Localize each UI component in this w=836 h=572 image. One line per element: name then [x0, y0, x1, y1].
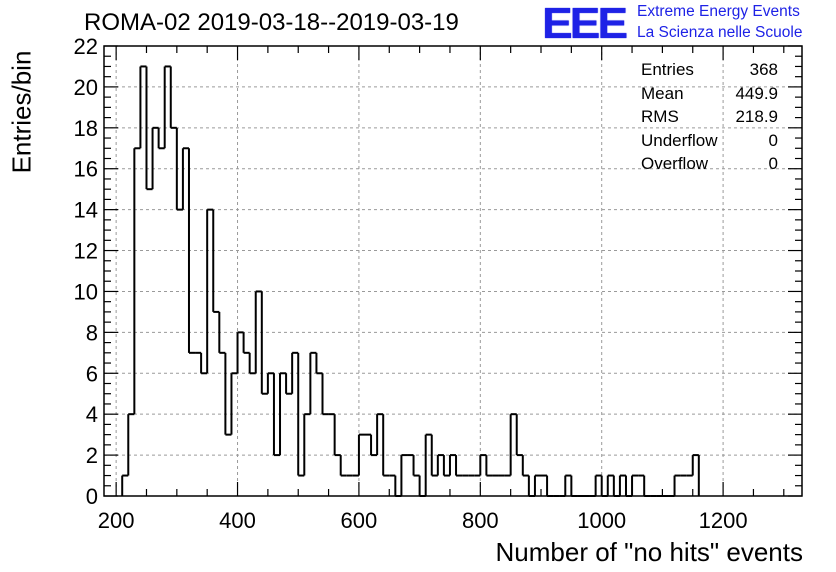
logo-text-line2: La Scienza nelle Scuole: [637, 24, 803, 41]
eee-logo: EEE: [542, 0, 628, 48]
stat-value: 0: [768, 154, 778, 174]
stat-value: 368: [749, 60, 778, 79]
chart-title: ROMA-02 2019-03-18--2019-03-19: [84, 9, 459, 36]
y-tick-label: 4: [86, 402, 98, 427]
y-tick-label: 16: [74, 157, 98, 182]
stat-mean: Mean 449.9: [641, 82, 778, 106]
y-tick-label: 2: [86, 443, 98, 468]
x-tick-label: 800: [462, 508, 499, 533]
y-tick-labels: 0 2 4 6 8 10 12 14 16 18 20 22: [74, 34, 98, 509]
y-tick-label: 20: [74, 75, 98, 100]
x-tick-label: 400: [219, 508, 256, 533]
stat-value: 0: [768, 130, 778, 150]
stat-entries: Entries 368: [641, 58, 778, 82]
stat-overflow: Overflow 0: [641, 152, 778, 176]
histogram-series: [121, 65, 700, 497]
x-tick-label: 1000: [577, 508, 626, 533]
y-tick-label: 8: [86, 320, 98, 345]
stat-label: Entries: [641, 60, 694, 79]
stat-underflow: Underflow 0: [641, 129, 778, 153]
stat-label: Underflow: [641, 130, 718, 150]
stat-value: 449.9: [735, 83, 778, 103]
x-tick-label: 1200: [699, 508, 748, 533]
logo-text-line1: Extreme Energy Events: [637, 3, 800, 20]
stat-value: 218.9: [735, 107, 778, 127]
stats-box: Entries 368 Mean 449.9 RMS 218.9 Underfl…: [641, 58, 778, 176]
x-tick-label: 600: [341, 508, 378, 533]
x-tick-labels: 200 400 600 800 1000 1200: [98, 508, 748, 533]
y-axis-label: Entries/bin: [6, 50, 37, 174]
y-tick-label: 10: [74, 279, 98, 304]
y-tick-label: 18: [74, 116, 98, 141]
y-tick-label: 6: [86, 361, 98, 386]
grid-lines: [104, 46, 802, 496]
stat-label: Mean: [641, 83, 684, 103]
y-tick-label: 14: [74, 198, 98, 223]
y-tick-label: 12: [74, 239, 98, 264]
axes: [103, 45, 803, 497]
y-tick-label: 0: [86, 484, 98, 509]
stat-rms: RMS 218.9: [641, 105, 778, 129]
stat-label: Overflow: [641, 154, 709, 174]
x-axis-label: Number of "no hits" events: [495, 537, 804, 567]
y-tick-label: 22: [74, 34, 98, 59]
x-tick-label: 200: [98, 508, 135, 533]
stat-label: RMS: [641, 107, 679, 127]
